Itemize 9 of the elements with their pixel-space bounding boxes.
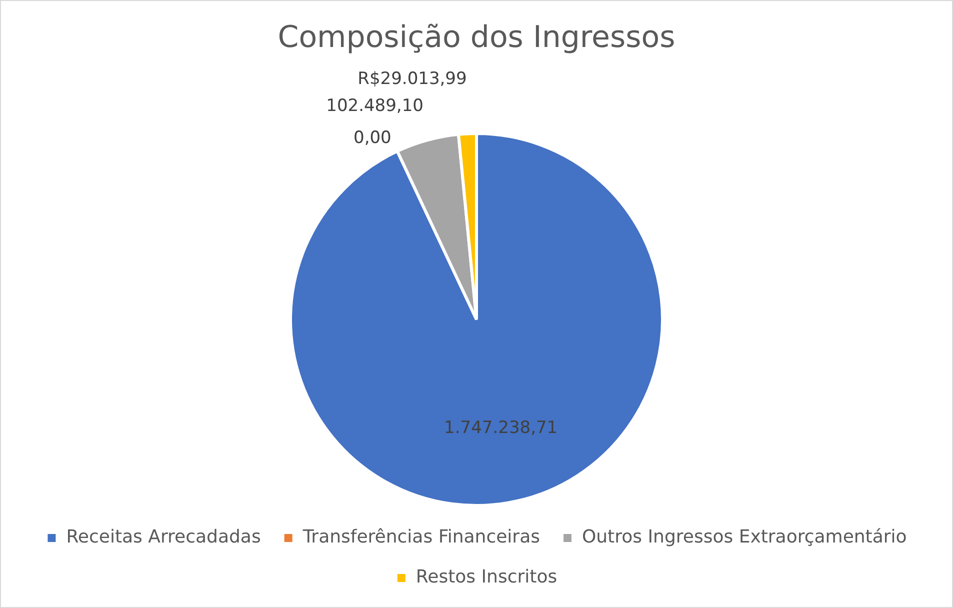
legend-label: Outros Ingressos Extraorçamentário (582, 526, 907, 548)
data-label: 102.489,10 (326, 96, 424, 116)
chart-title: Composição dos Ingressos (278, 20, 676, 55)
legend-label: Receitas Arrecadadas (66, 526, 261, 548)
legend-label: Restos Inscritos (416, 566, 558, 588)
legend-label: Transferências Financeiras (302, 526, 540, 548)
data-label: 1.747.238,71 (444, 418, 558, 438)
text: 0,00 (354, 128, 392, 148)
data-label: R$29.013,99 (358, 69, 467, 90)
